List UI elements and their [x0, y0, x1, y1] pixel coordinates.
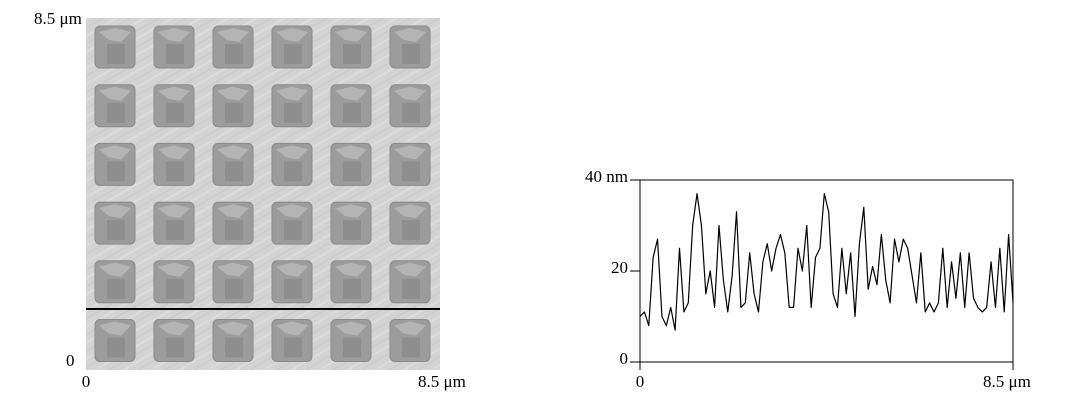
island-facet: [394, 28, 426, 42]
island-face: [402, 337, 420, 358]
island-facet: [158, 321, 190, 336]
island-face: [284, 44, 302, 64]
island-face: [284, 337, 302, 358]
island-face: [166, 220, 184, 241]
island-face: [343, 161, 361, 182]
island-face: [343, 102, 361, 123]
island-facet: [335, 262, 367, 277]
image-x-label: 0: [82, 372, 91, 391]
island-facet: [217, 262, 249, 277]
y-tick-label: 20: [611, 258, 628, 277]
island-facet: [158, 262, 190, 277]
island-facet: [335, 145, 367, 160]
image-y-label: 8.5 μm: [34, 9, 82, 28]
island-facet: [335, 28, 367, 42]
island-facet: [276, 204, 308, 219]
island-face: [284, 220, 302, 241]
island-facet: [99, 321, 131, 336]
profile-line: [639, 193, 1014, 331]
island-face: [343, 220, 361, 241]
island-face: [225, 161, 243, 182]
image-x-label: 8.5 μm: [418, 372, 466, 391]
island-face: [166, 278, 184, 299]
x-tick-label: 0: [636, 372, 645, 391]
island-face: [284, 102, 302, 123]
island-facet: [99, 145, 131, 160]
island-facet: [394, 262, 426, 277]
island-face: [225, 102, 243, 123]
island-facet: [394, 321, 426, 336]
island-face: [284, 161, 302, 182]
island-facet: [217, 204, 249, 219]
island-facet: [335, 204, 367, 219]
island-face: [107, 44, 125, 64]
island-face: [402, 278, 420, 299]
island-facet: [158, 28, 190, 42]
image-y-label: 0: [66, 351, 75, 370]
x-tick-label: 8.5 μm: [983, 372, 1031, 391]
island-facet: [99, 28, 131, 42]
island-facet: [276, 321, 308, 336]
island-face: [343, 278, 361, 299]
island-facet: [158, 204, 190, 219]
island-face: [402, 161, 420, 182]
plot-frame: [639, 179, 1014, 363]
island-facet: [394, 86, 426, 101]
island-face: [166, 44, 184, 64]
island-face: [107, 161, 125, 182]
island-facet: [276, 28, 308, 42]
island-facet: [276, 86, 308, 101]
island-face: [166, 161, 184, 182]
island-facet: [217, 321, 249, 336]
island-facet: [217, 28, 249, 42]
afm-image: [86, 18, 440, 370]
island-face: [343, 337, 361, 358]
island-face: [343, 44, 361, 64]
island-facet: [335, 321, 367, 336]
island-face: [107, 102, 125, 123]
island-facet: [276, 145, 308, 160]
island-facet: [99, 204, 131, 219]
island-face: [166, 102, 184, 123]
island-face: [402, 102, 420, 123]
island-facet: [99, 86, 131, 101]
island-face: [107, 220, 125, 241]
island-facet: [394, 204, 426, 219]
image-background: [86, 18, 440, 370]
island-facet: [394, 145, 426, 160]
island-face: [166, 337, 184, 358]
island-facet: [99, 262, 131, 277]
y-tick-label: 0: [620, 349, 629, 368]
island-facet: [335, 86, 367, 101]
island-face: [225, 337, 243, 358]
island-facet: [217, 86, 249, 101]
island-facet: [158, 86, 190, 101]
island-face: [225, 44, 243, 64]
island-facet: [217, 145, 249, 160]
island-face: [402, 220, 420, 241]
island-face: [107, 278, 125, 299]
y-tick-label: 40 nm: [585, 167, 628, 186]
island-face: [402, 44, 420, 64]
line-chart: 0 20 40 nm 0 8.5 μm: [585, 167, 1031, 391]
island-facet: [158, 145, 190, 160]
island-face: [284, 278, 302, 299]
island-face: [225, 220, 243, 241]
island-face: [225, 278, 243, 299]
island-facet: [276, 262, 308, 277]
island-face: [107, 337, 125, 358]
